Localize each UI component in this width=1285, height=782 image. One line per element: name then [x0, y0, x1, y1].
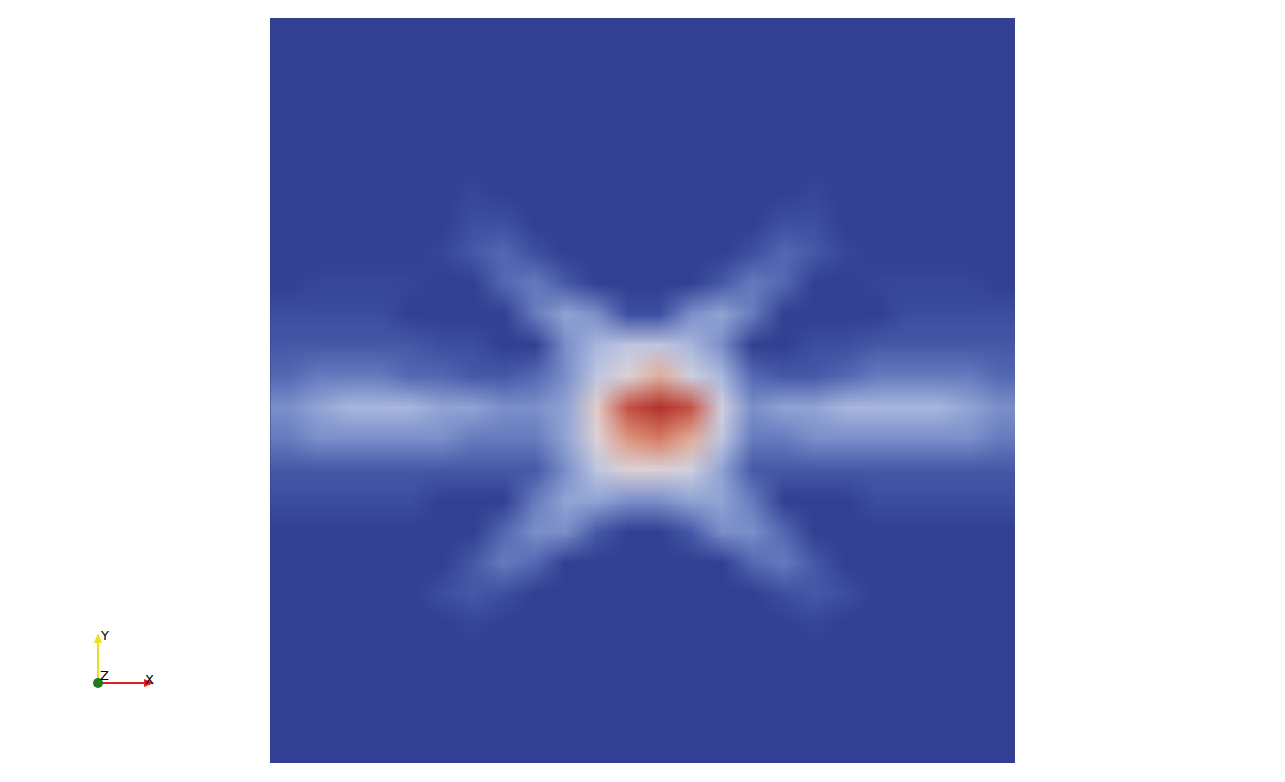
- svg-text:Y: Y: [100, 628, 109, 643]
- svg-text:Z: Z: [100, 668, 109, 683]
- svg-text:X: X: [145, 672, 154, 687]
